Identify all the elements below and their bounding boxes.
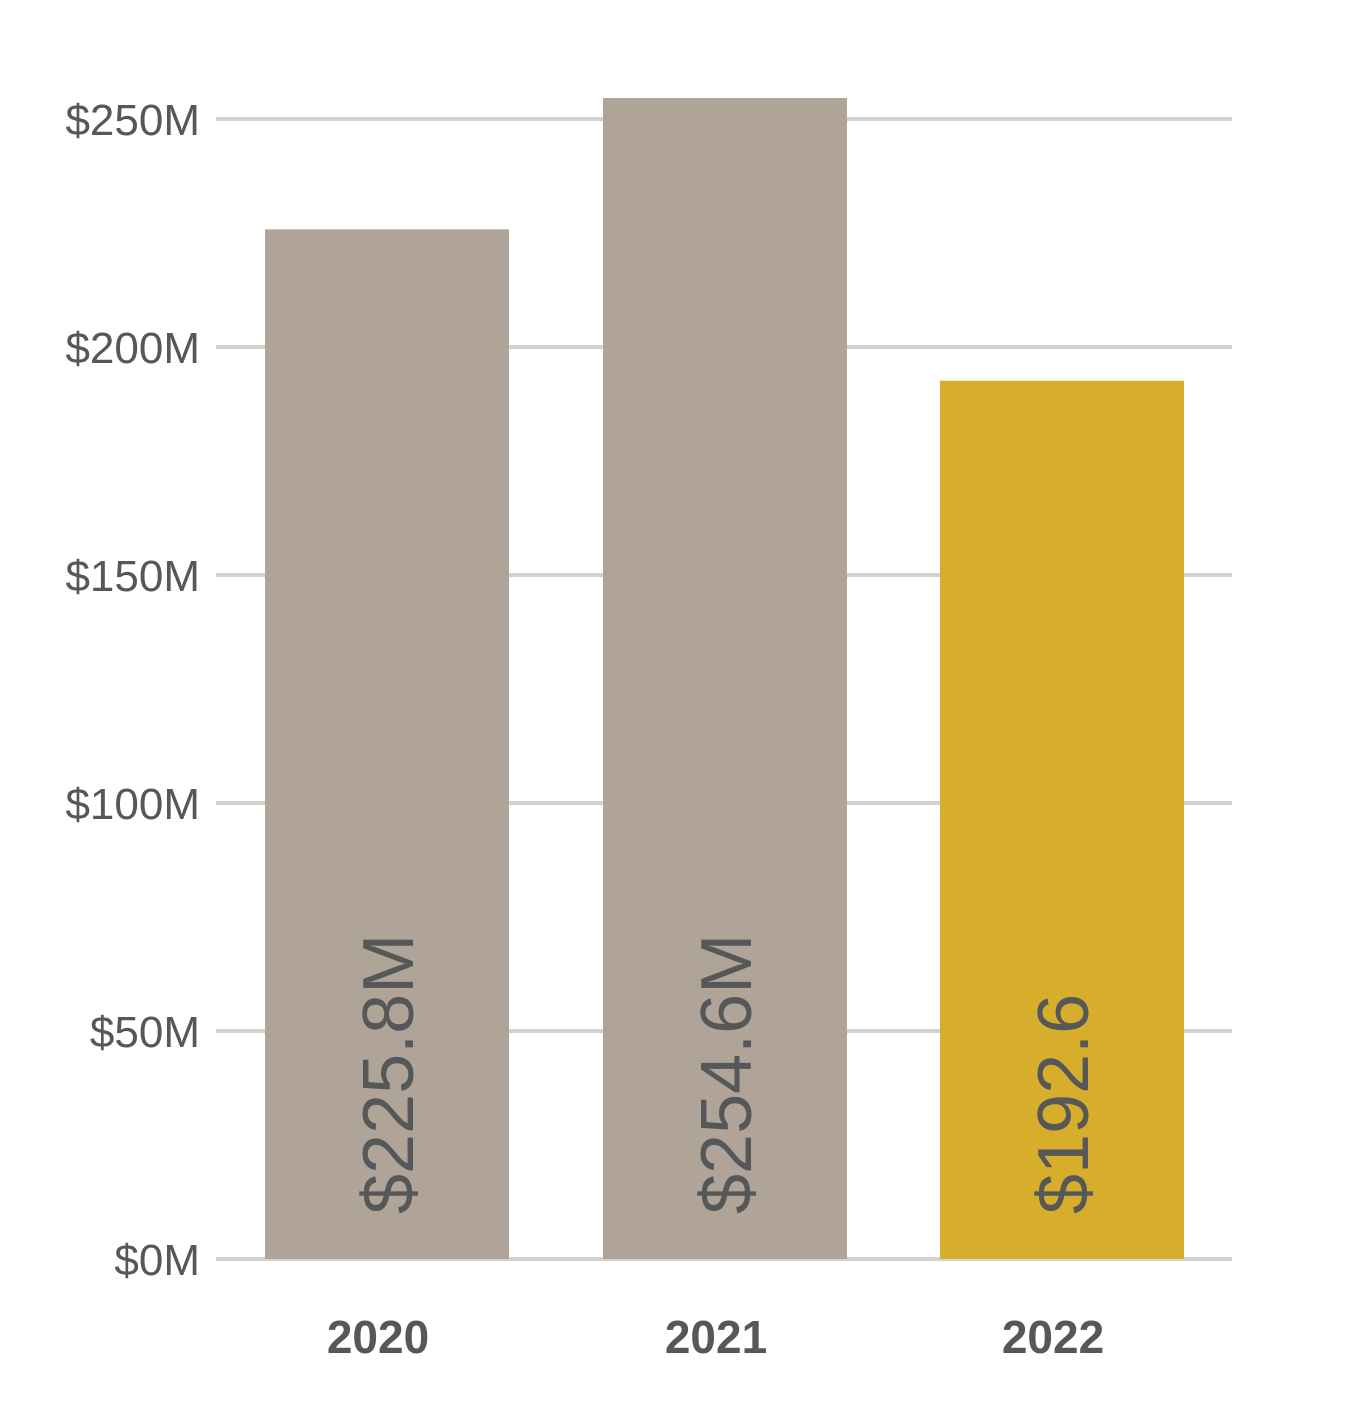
y-tick-label: $100M bbox=[65, 780, 200, 829]
value-labels: $225.8M $254.6M $192.6 bbox=[349, 934, 1104, 1214]
bar-value-label: $254.6M bbox=[687, 934, 767, 1214]
x-tick-label: 2021 bbox=[665, 1311, 767, 1363]
x-axis-labels: 2020 2021 2022 bbox=[327, 1311, 1104, 1363]
bar-2021 bbox=[603, 98, 847, 1259]
y-tick-label: $0M bbox=[114, 1236, 200, 1285]
y-tick-label: $150M bbox=[65, 552, 200, 601]
y-axis-ticks: $0M $50M $100M $150M $200M $250M bbox=[65, 96, 200, 1285]
y-tick-label: $250M bbox=[65, 96, 200, 145]
bar-value-label: $192.6 bbox=[1024, 994, 1104, 1214]
y-tick-label: $50M bbox=[90, 1008, 200, 1057]
x-tick-label: 2020 bbox=[327, 1311, 429, 1363]
bar-value-label: $225.8M bbox=[349, 934, 429, 1214]
bars bbox=[265, 98, 1184, 1259]
bar-2022 bbox=[940, 380, 1184, 1259]
y-tick-label: $200M bbox=[65, 324, 200, 373]
x-tick-label: 2022 bbox=[1002, 1311, 1104, 1363]
bar-2020 bbox=[265, 229, 509, 1259]
